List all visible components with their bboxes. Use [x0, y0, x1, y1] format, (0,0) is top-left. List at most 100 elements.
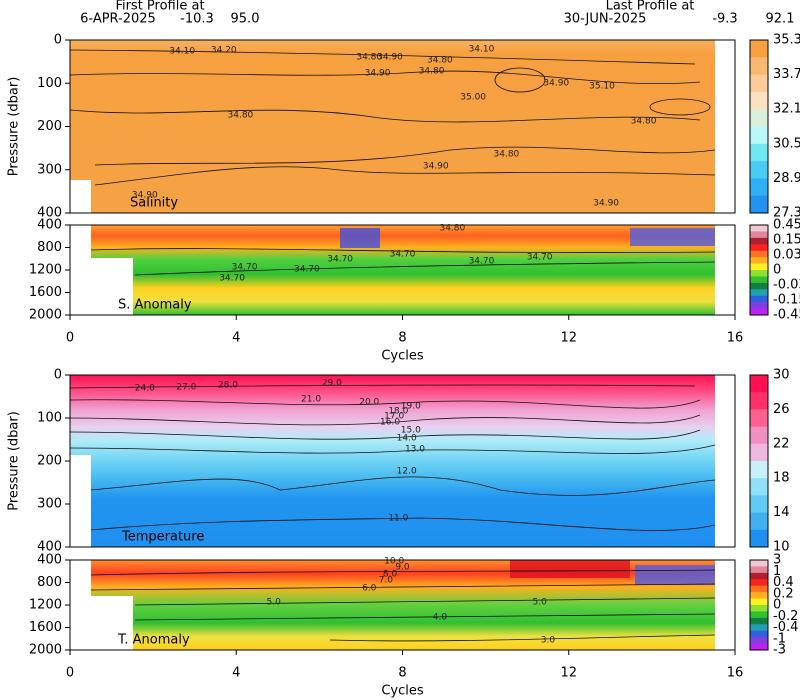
- colorbar-swatch: [750, 512, 768, 531]
- x-tick-label: 4: [232, 331, 240, 346]
- header: First Profile at 6-APR-2025 -10.3 95.0 L…: [80, 0, 794, 27]
- contour-label: 34.90: [543, 78, 569, 88]
- contour-label: 34.80: [228, 110, 254, 120]
- contour-label: 34.90: [377, 52, 403, 62]
- x-tick-label: 12: [560, 666, 577, 681]
- contour-label: 24.0: [135, 383, 155, 393]
- contour-label: 34.20: [211, 45, 237, 55]
- contour-label: 28.0: [218, 380, 238, 390]
- header-date: 6-APR-2025: [80, 12, 156, 27]
- contour-label: 29.0: [322, 379, 342, 389]
- contour-line: [90, 248, 716, 253]
- y-tick-label: 1200: [29, 263, 62, 278]
- colorbar-swatch: [750, 282, 768, 290]
- y-tick-label: 800: [37, 575, 62, 590]
- colorbar-frame: [749, 374, 769, 548]
- colorbar-label: 14: [773, 505, 790, 520]
- y-tick-label: 100: [37, 76, 62, 91]
- colorbar-swatch: [750, 109, 768, 127]
- y-tick-label: 2000: [29, 308, 62, 323]
- contour-line: [90, 569, 716, 576]
- colorbar-swatch: [750, 461, 768, 479]
- contour-label: 34.90: [593, 199, 619, 209]
- colorbar-swatch: [750, 289, 768, 297]
- no-data: [70, 455, 91, 547]
- colorbar-swatch: [750, 617, 768, 625]
- colorbar-frame: [749, 559, 769, 651]
- contour-line: [94, 166, 716, 186]
- colorbar-label: -1: [773, 631, 786, 646]
- colorbar-swatch: [750, 605, 768, 612]
- colorbar-swatch: [750, 225, 768, 232]
- colorbar-swatch: [750, 426, 768, 445]
- colorbar-label: -3: [773, 643, 786, 658]
- y-axis-label: Pressure (dbar): [7, 411, 22, 511]
- header-lat: 95.0: [231, 12, 260, 27]
- colorbar-swatch: [750, 143, 768, 162]
- colorbar-swatch: [750, 643, 768, 651]
- contour-label: 6.0: [362, 584, 377, 594]
- colorbar-label: 32.1: [773, 102, 800, 117]
- y-tick-label: 300: [37, 162, 62, 177]
- colorbar-swatch: [750, 263, 768, 271]
- contour-label: 34.90: [423, 161, 449, 171]
- contour-line: [134, 613, 716, 621]
- colorbar-label: 0.03: [773, 248, 800, 263]
- contour-line: [69, 414, 701, 426]
- x-tick-label: 8: [398, 331, 406, 346]
- contour-label: 34.70: [469, 257, 495, 267]
- field-patch: [635, 565, 715, 585]
- contour-line: [90, 476, 716, 496]
- contour-line: [69, 109, 701, 123]
- contour-line: [90, 517, 716, 531]
- no-data: [70, 596, 133, 650]
- contour-label: 5.0: [532, 598, 547, 608]
- panel-label: T. Anomaly: [117, 633, 190, 648]
- field-patch: [340, 228, 380, 248]
- contour-label: 16.0: [380, 417, 400, 427]
- contour-line: [329, 634, 716, 642]
- colorbar-label: 1: [773, 564, 781, 579]
- contour-label: 4.0: [433, 613, 448, 623]
- colorbar-swatch: [750, 566, 768, 574]
- colorbar-swatch: [750, 161, 768, 179]
- fields: [70, 40, 715, 650]
- colorbar-label: 0.2: [773, 586, 794, 601]
- contour-label: 14.0: [397, 434, 417, 444]
- contour-label: 17.0: [384, 411, 404, 421]
- colorbar-swatch: [750, 40, 768, 58]
- colorbar-label: 30.5: [773, 136, 800, 151]
- header-lon: -9.3: [712, 12, 737, 27]
- colorbar-label: 10: [773, 540, 790, 555]
- contour-label: 34.10: [169, 46, 195, 56]
- contour-label: 3.0: [541, 636, 556, 646]
- colorbar-swatch: [750, 237, 768, 245]
- header-label: First Profile at: [115, 0, 204, 14]
- y-tick-label: 200: [37, 119, 62, 134]
- colorbar-label: -0.15: [773, 293, 800, 308]
- s-anomaly-field: [91, 225, 715, 315]
- colorbar-frame: [749, 39, 769, 214]
- contour-label: 19.0: [401, 401, 421, 411]
- x-tick-label: 4: [232, 666, 240, 681]
- colorbar-label: 18: [773, 471, 790, 486]
- y-tick-label: 400: [37, 540, 62, 555]
- colorbar-swatch: [750, 495, 768, 514]
- colorbar-swatch: [750, 598, 768, 606]
- contours: [69, 49, 716, 642]
- colorbar-swatch: [750, 257, 768, 265]
- colorbar-swatch: [750, 276, 768, 284]
- x-tick-label: 0: [66, 331, 74, 346]
- colorbar-label: 0: [773, 263, 781, 278]
- contour-line: [69, 429, 701, 440]
- colorbar-label: 0.15: [773, 233, 800, 248]
- contour-label: 34.10: [469, 45, 495, 55]
- colorbar-label: 35.3: [773, 33, 800, 48]
- colorbar-swatch: [750, 443, 768, 462]
- field-patch: [510, 560, 630, 578]
- x-tick-label: 16: [727, 666, 744, 681]
- colorbar-swatch: [750, 529, 768, 548]
- colorbar-swatch: [750, 592, 768, 600]
- colorbar-label: 0.4: [773, 575, 794, 590]
- contour-label: 7.0: [379, 576, 394, 586]
